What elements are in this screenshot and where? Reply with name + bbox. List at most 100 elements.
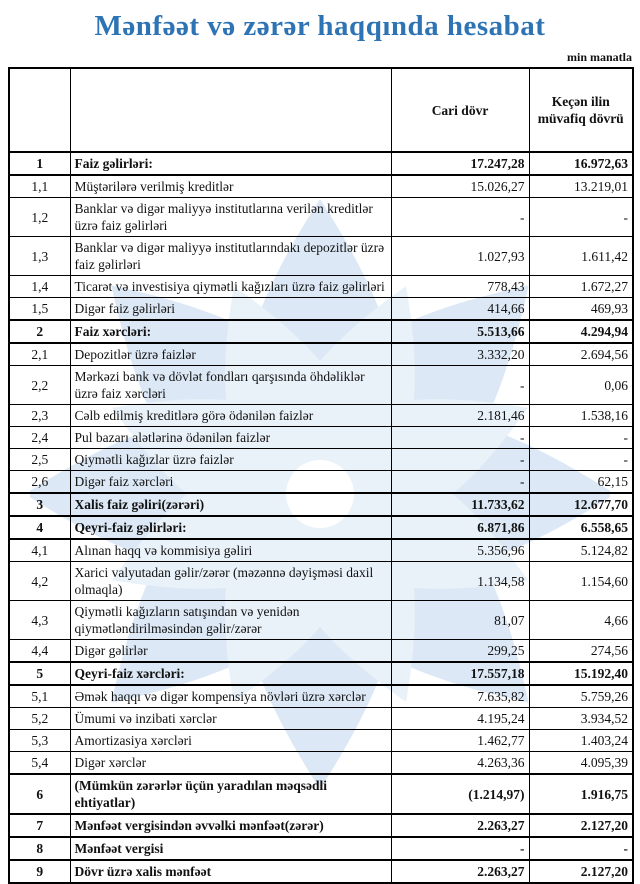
table-row: 2,5 Qiymətli kağızlar üzrə faizlər - - — [8, 448, 634, 471]
row-number-cell: 1,2 — [8, 197, 71, 237]
row-number-cell: 3 — [8, 492, 71, 517]
header-cell-current-period: Cari dövr — [390, 67, 530, 153]
current-period-value-cell: 7.635,82 — [390, 684, 530, 708]
current-period-value-cell: 15.026,27 — [390, 174, 530, 198]
table-row: 2,2 Mərkəzi bank və dövlət fondları qarşı… — [8, 365, 634, 405]
previous-period-value-cell: 1.611,42 — [528, 236, 634, 276]
current-period-value-cell: 2.181,46 — [390, 404, 530, 427]
row-label-cell: (Mümkün zərərlər üçün yaradılan məqsədli… — [69, 773, 392, 815]
row-label-cell: Depozitlər üzrə faizlər — [69, 342, 392, 366]
table-row: 4,1 Alınan haqq və kommisiya gəliri 5.356,… — [8, 538, 634, 562]
current-period-value-cell: - — [390, 836, 530, 861]
row-number-cell: 5,3 — [8, 729, 71, 752]
header-cell-label — [69, 67, 392, 153]
previous-period-value-cell: 2.127,20 — [528, 859, 634, 884]
previous-period-value-cell: 16.972,63 — [528, 151, 634, 176]
row-number-cell: 4,1 — [8, 538, 71, 562]
table-row: 2,1 Depozitlər üzrə faizlər 3.332,20 2.694,… — [8, 342, 634, 366]
table-row: 5,3 Amortizasiya xərcləri 1.462,77 1.403,24 — [8, 729, 634, 752]
row-label-cell: Digər gəlirlər — [69, 639, 392, 663]
row-label-cell: Mərkəzi bank və dövlət fondları qarşısın… — [69, 365, 392, 405]
header-cell-number — [8, 67, 71, 153]
row-number-cell: 8 — [8, 836, 71, 861]
table-row: 1,5 Digər faiz gəlirləri 414,66 469,93 — [8, 297, 634, 321]
row-label-cell: Ticarət və investisiya qiymətli kağızlar… — [69, 275, 392, 298]
table-row: 9 Dövr üzrə xalis mənfəət 2.263,27 2.127,20 — [8, 859, 634, 884]
row-label-cell: Mənfəət vergisi — [69, 836, 392, 861]
current-period-value-cell: 4.195,24 — [390, 707, 530, 730]
row-number-cell: 6 — [8, 773, 71, 815]
current-period-value-cell: 1.462,77 — [390, 729, 530, 752]
previous-period-value-cell: 1.403,24 — [528, 729, 634, 752]
previous-period-value-cell: 1.154,60 — [528, 561, 634, 601]
row-label-cell: Cəlb edilmiş kreditlərə görə ödənilən fa… — [69, 404, 392, 427]
current-period-value-cell: - — [390, 426, 530, 449]
row-label-cell: Digər xərclər — [69, 751, 392, 775]
row-label-cell: Banklar və digər maliyyə institutlarına … — [69, 197, 392, 237]
previous-period-value-cell: 4.095,39 — [528, 751, 634, 775]
row-label-cell: Pul bazarı alətlərinə ödənilən faizlər — [69, 426, 392, 449]
row-label-cell: Ümumi və inzibati xərclər — [69, 707, 392, 730]
previous-period-value-cell: 1.916,75 — [528, 773, 634, 815]
previous-period-value-cell: 4,66 — [528, 600, 634, 640]
table-row: 5 Qeyri-faiz xərcləri: 17.557,18 15.192,40 — [8, 661, 634, 686]
row-number-cell: 9 — [8, 859, 71, 884]
current-period-value-cell: 1.027,93 — [390, 236, 530, 276]
previous-period-value-cell: 3.934,52 — [528, 707, 634, 730]
current-period-value-cell: 3.332,20 — [390, 342, 530, 366]
current-period-value-cell: 1.134,58 — [390, 561, 530, 601]
row-label-cell: Amortizasiya xərcləri — [69, 729, 392, 752]
row-number-cell: 1 — [8, 151, 71, 176]
row-number-cell: 1,5 — [8, 297, 71, 321]
previous-period-value-cell: 12.677,70 — [528, 492, 634, 517]
row-number-cell: 5 — [8, 661, 71, 686]
unit-note: min manatla — [566, 50, 632, 64]
previous-period-value-cell: 6.558,65 — [528, 515, 634, 540]
previous-period-value-cell: 15.192,40 — [528, 661, 634, 686]
current-period-value-cell: 299,25 — [390, 639, 530, 663]
table-row: 3 Xalis faiz gəliri(zərəri) 11.733,62 12.67… — [8, 492, 634, 517]
profit-loss-table: Cari dövr Keçən ilin müvafiq dövrü 1 Faiz… — [8, 67, 634, 884]
table-row: 2,6 Digər faiz xərcləri -62,15 — [8, 470, 634, 494]
current-period-value-cell: 778,43 — [390, 275, 530, 298]
row-label-cell: Digər faiz gəlirləri — [69, 297, 392, 321]
current-period-value-cell: - — [390, 448, 530, 471]
previous-period-value-cell: 5.759,26 — [528, 684, 634, 708]
row-number-cell: 2,1 — [8, 342, 71, 366]
table-row: 8 Mənfəət vergisi - - — [8, 836, 634, 861]
row-number-cell: 1,1 — [8, 174, 71, 198]
current-period-value-cell: - — [390, 197, 530, 237]
previous-period-value-cell: - — [528, 836, 634, 861]
row-label-cell: Müştərilərə verilmiş kreditlər — [69, 174, 392, 198]
row-label-cell: Qiymətli kağızların satışından və yenidə… — [69, 600, 392, 640]
row-number-cell: 5,1 — [8, 684, 71, 708]
current-period-value-cell: 17.247,28 — [390, 151, 530, 176]
row-label-cell: Xarici valyutadan gəlir/zərər (məzənnə d… — [69, 561, 392, 601]
row-number-cell: 2,4 — [8, 426, 71, 449]
row-label-cell: Qiymətli kağızlar üzrə faizlər — [69, 448, 392, 471]
row-label-cell: Xalis faiz gəliri(zərəri) — [69, 492, 392, 517]
table-row: 7 Mənfəət vergisindən əvvəlki mənfəət(zər… — [8, 813, 634, 838]
row-label-cell: Qeyri-faiz xərcləri: — [69, 661, 392, 686]
row-number-cell: 5,4 — [8, 751, 71, 775]
row-number-cell: 2,6 — [8, 470, 71, 494]
row-label-cell: Əmək haqqı və digər kompensiya növləri ü… — [69, 684, 392, 708]
row-number-cell: 2 — [8, 319, 71, 344]
table-row: 5,2 Ümumi və inzibati xərclər 4.195,24 3.93… — [8, 707, 634, 730]
row-number-cell: 1,4 — [8, 275, 71, 298]
table-row: 4,4 Digər gəlirlər 299,25 274,56 — [8, 639, 634, 663]
previous-period-value-cell: 5.124,82 — [528, 538, 634, 562]
previous-period-value-cell: 4.294,94 — [528, 319, 634, 344]
current-period-value-cell: 414,66 — [390, 297, 530, 321]
header-cell-previous-period: Keçən ilin müvafiq dövrü — [528, 67, 634, 153]
row-label-cell: Alınan haqq və kommisiya gəliri — [69, 538, 392, 562]
row-label-cell: Faiz xərcləri: — [69, 319, 392, 344]
table-row: 2,3 Cəlb edilmiş kreditlərə görə ödənilən… — [8, 404, 634, 427]
previous-period-value-cell: 2.694,56 — [528, 342, 634, 366]
table-row: 5,4 Digər xərclər 4.263,36 4.095,39 — [8, 751, 634, 775]
table-row: 6 (Mümkün zərərlər üçün yaradılan məqsədl… — [8, 773, 634, 815]
row-number-cell: 2,2 — [8, 365, 71, 405]
current-period-value-cell: - — [390, 365, 530, 405]
current-period-value-cell: 2.263,27 — [390, 813, 530, 838]
current-period-value-cell: 5.513,66 — [390, 319, 530, 344]
